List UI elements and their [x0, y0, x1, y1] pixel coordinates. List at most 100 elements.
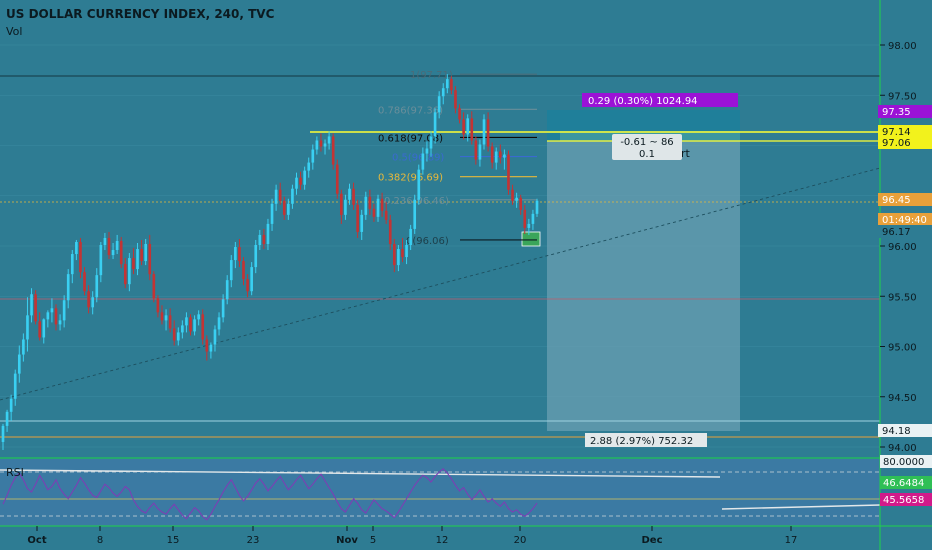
price-axis[interactable]: 98.00 97.50 96.00 95.50 95.00 94.50 94.00 97.35…: [878, 41, 932, 506]
candle-body: [470, 118, 474, 141]
price-tag: [878, 213, 932, 226]
time-tick-label: Dec: [641, 535, 662, 546]
candle-body: [486, 119, 490, 147]
candle-body: [287, 203, 290, 215]
candle-body: [519, 197, 523, 210]
fib-level-label: 0.382(96.69): [378, 173, 443, 184]
price-tag-label: 96.17: [882, 227, 911, 238]
candle-body: [181, 325, 184, 333]
rsi-indicator: [0, 467, 881, 521]
time-tick-label: 20: [514, 535, 527, 546]
price-tag-label: 97.35: [882, 107, 911, 118]
candle-body: [250, 267, 253, 292]
candle-body: [83, 272, 86, 292]
time-tick-label: 15: [167, 535, 180, 546]
candle-body: [34, 294, 37, 322]
candle-body: [531, 213, 535, 224]
candle-body: [111, 250, 115, 256]
candle-body: [348, 188, 351, 200]
candle-body: [50, 308, 54, 313]
horizontal-drawings[interactable]: [0, 75, 881, 401]
time-axis[interactable]: Oct 8 15 23 Nov 5 12 20 Dec 17: [27, 526, 797, 546]
price-tag-label: 97.06: [882, 138, 911, 149]
candle-body: [425, 148, 429, 154]
candle-body: [221, 299, 225, 318]
candle-body: [75, 241, 78, 255]
candle-body: [429, 136, 433, 149]
price-tag-label: 01:49:40: [882, 215, 927, 226]
candle-body: [254, 244, 258, 268]
candle-body: [42, 319, 46, 338]
candle-body: [62, 300, 66, 321]
candle-body: [494, 151, 498, 163]
candle-body: [46, 312, 50, 320]
fib-level-label: 0.236(96.46): [384, 196, 449, 207]
fib-level-label: 0.618(97.08): [378, 133, 443, 144]
candle-body: [58, 320, 62, 325]
time-tick-label: 8: [97, 535, 103, 546]
price-tick-label: 95.50: [888, 292, 917, 303]
candle-body: [176, 332, 180, 341]
time-tick-label: 12: [436, 535, 449, 546]
candle-body: [433, 112, 437, 137]
price-tag: [878, 105, 932, 118]
candle-body: [54, 308, 58, 325]
candle-body: [1, 425, 5, 442]
candle-body: [9, 398, 13, 412]
target-label-box: [585, 433, 707, 447]
symbol-title: US DOLLAR CURRENCY INDEX, 240, TVC: [6, 7, 275, 21]
candle-body: [482, 119, 486, 145]
candle-body: [140, 249, 143, 262]
candle-body: [164, 315, 168, 321]
candle-body: [323, 143, 327, 147]
candle-body: [70, 254, 74, 275]
candle-body: [498, 151, 502, 158]
candle-body: [270, 203, 274, 224]
price-tick-label: 97.50: [888, 91, 917, 102]
entry-label-line1: -0.61 ~ 86: [620, 137, 673, 148]
candle-body: [205, 339, 209, 352]
candle-body: [445, 79, 449, 89]
fib-level-label: 1(97.71): [410, 70, 453, 81]
candle-body: [5, 411, 9, 426]
candle-body: [225, 280, 229, 300]
candle-body: [401, 249, 404, 258]
candle-body: [156, 298, 160, 313]
candle-body: [364, 196, 368, 215]
candle-body: [319, 140, 323, 147]
candle-body: [128, 258, 131, 285]
entry-label-box: [612, 134, 682, 160]
candle-body: [454, 90, 457, 109]
target-label: 2.88 (2.97%) 752.32: [590, 436, 693, 447]
candle-body: [17, 354, 21, 374]
candle-body: [384, 210, 388, 220]
candle-body: [307, 162, 311, 171]
fib-level-label: 0(96.06): [406, 236, 449, 247]
price-tick-label: 96.00: [888, 242, 917, 253]
candle-body: [79, 241, 82, 273]
candle-body: [380, 198, 384, 211]
candle-body: [201, 314, 205, 340]
candle-body: [66, 274, 70, 301]
candle-body: [197, 314, 200, 320]
entry-label-suffix: rt: [681, 147, 691, 160]
price-tick-label: 95.00: [888, 343, 917, 354]
candle-body: [185, 317, 188, 326]
candle-body: [299, 177, 302, 185]
candle-body: [311, 149, 315, 163]
candles: [1, 74, 539, 451]
candle-body: [152, 274, 156, 299]
entry-marker: [521, 231, 541, 247]
candle-body: [417, 169, 421, 200]
candle-body: [291, 188, 294, 204]
candle-body: [115, 240, 119, 251]
candle-body: [511, 189, 514, 201]
candle-body: [360, 214, 364, 232]
candle-body: [132, 258, 135, 270]
candle-body: [13, 373, 17, 399]
fibonacci-retracement[interactable]: 1(97.71) 0.786(97.36) 0.618(97.08) 0.5(96.8…: [378, 70, 537, 247]
candle-body: [515, 197, 518, 201]
candle-body: [213, 329, 217, 345]
candle-body: [87, 291, 90, 308]
